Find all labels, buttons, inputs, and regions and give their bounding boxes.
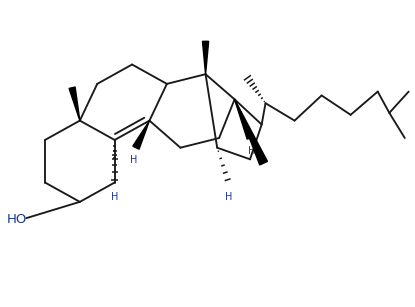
Text: HO: HO [6, 213, 27, 226]
Text: H: H [130, 155, 138, 165]
Text: H: H [111, 192, 119, 202]
Text: H: H [225, 192, 232, 202]
Polygon shape [203, 41, 209, 74]
Text: H: H [248, 146, 256, 156]
Polygon shape [69, 87, 80, 121]
Polygon shape [133, 121, 149, 149]
Polygon shape [234, 99, 253, 139]
Polygon shape [234, 99, 267, 165]
